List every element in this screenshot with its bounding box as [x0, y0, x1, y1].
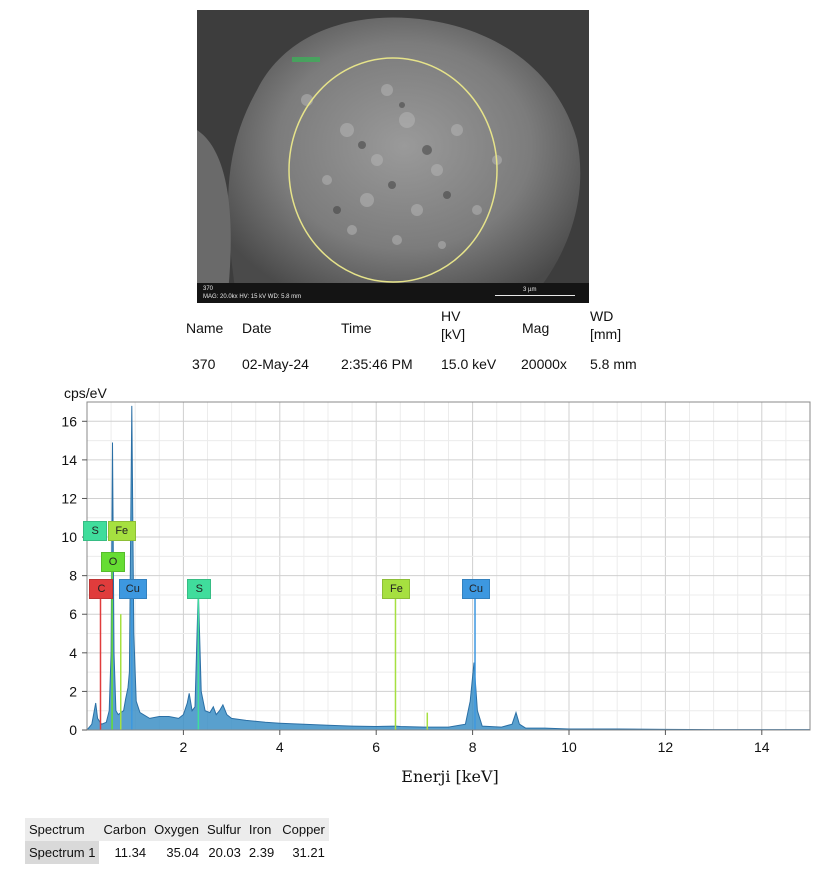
sem-info-name: 370 — [203, 286, 214, 292]
element-tag-o: O — [101, 552, 126, 573]
sem-info-bar: 370 MAG: 20.0kx HV: 15 kV WD: 5.8 mm 3 µ… — [197, 283, 589, 303]
y-tick-label: 14 — [61, 452, 77, 468]
x-axis-label: Enerji [keV] — [401, 767, 498, 786]
meta-header-time: Time — [341, 320, 372, 336]
y-tick-label: 12 — [61, 490, 77, 506]
composition-header-row: Spectrum Carbon Oxygen Sulfur Iron Coppe… — [25, 818, 329, 841]
comp-header-copper: Copper — [278, 818, 329, 841]
y-axis-label: cps/eV — [64, 385, 107, 401]
meta-header-name: Name — [186, 320, 224, 336]
x-tick-label: 8 — [469, 739, 477, 755]
comp-value-carbon: 11.34 — [114, 845, 147, 860]
spectrum-plot — [85, 405, 811, 731]
meta-value-time: 2:35:46 PM — [341, 356, 413, 372]
element-tag-s: S — [187, 579, 212, 600]
x-tick-labels: 2 4 6 8 10 12 14 — [180, 730, 770, 755]
element-tag-cu: Cu — [462, 579, 490, 600]
y-tick-label: 0 — [69, 722, 77, 738]
y-tick-label: 8 — [69, 568, 77, 584]
comp-header-sulfur: Sulfur — [202, 818, 245, 841]
comp-value-sulfur: 20.03 — [208, 845, 241, 860]
y-tick-label: 6 — [69, 606, 77, 622]
comp-value-oxygen: 35.04 — [166, 845, 199, 860]
element-marker-lines — [99, 562, 476, 730]
meta-header-hv: HV [kV] — [441, 308, 466, 342]
y-tick-label: 2 — [69, 683, 77, 699]
sem-info-params: MAG: 20.0kx HV: 15 kV WD: 5.8 mm — [203, 294, 302, 300]
comp-header-spectrum: Spectrum — [25, 818, 100, 841]
meta-value-hv: 15.0 keV — [441, 356, 497, 372]
meta-value-wd: 5.8 mm — [590, 356, 637, 372]
composition-row: Spectrum 1 11.34 35.04 20.03 2.39 31.21 — [25, 841, 329, 864]
eds-spectrum-chart: cps/eV 2 4 6 8 10 12 14 0 2 4 6 8 10 12 14 16 Enerji [… — [61, 385, 811, 786]
comp-header-oxygen: Oxygen — [150, 818, 203, 841]
plot-frame — [86, 401, 811, 731]
sem-scale-bar — [495, 295, 575, 296]
x-tick-label: 12 — [658, 739, 674, 755]
sem-scale-label: 3 µm — [523, 287, 537, 293]
sem-image: 370 MAG: 20.0kx HV: 15 kV WD: 5.8 mm 3 µ… — [197, 10, 589, 303]
meta-header-date: Date — [242, 320, 272, 336]
y-tick-labels: 0 2 4 6 8 10 12 14 16 — [61, 413, 87, 738]
sem-micrograph — [197, 10, 589, 303]
element-tag-cu: Cu — [118, 579, 147, 600]
composition-table: Spectrum Carbon Oxygen Sulfur Iron Coppe… — [25, 818, 329, 864]
element-tag-c: C — [89, 579, 114, 600]
comp-header-carbon: Carbon — [99, 818, 151, 841]
y-tick-label: 10 — [61, 529, 77, 545]
element-tag-fe: Fe — [107, 521, 136, 542]
x-tick-label: 10 — [561, 739, 577, 755]
y-tick-label: 4 — [69, 645, 77, 661]
comp-value-iron: 2.39 — [248, 845, 275, 860]
meta-header-wd: WD [mm] — [590, 308, 622, 342]
element-tag-fe: Fe — [382, 579, 411, 600]
x-tick-label: 6 — [372, 739, 380, 755]
comp-header-iron: Iron — [244, 818, 279, 841]
x-tick-label: 14 — [754, 739, 770, 755]
comp-value-copper: 31.21 — [292, 845, 325, 860]
meta-header-mag: Mag — [522, 320, 550, 336]
comp-row-label: Spectrum 1 — [25, 841, 100, 864]
y-tick-label: 16 — [61, 413, 77, 429]
x-tick-label: 2 — [180, 739, 188, 755]
meta-value-name: 370 — [192, 356, 216, 372]
element-tag-s: S — [83, 521, 108, 542]
x-tick-label: 4 — [276, 739, 284, 755]
spectrum-area — [85, 405, 811, 731]
meta-value-mag: 20000x — [521, 356, 567, 372]
meta-value-date: 02-May-24 — [242, 356, 309, 372]
